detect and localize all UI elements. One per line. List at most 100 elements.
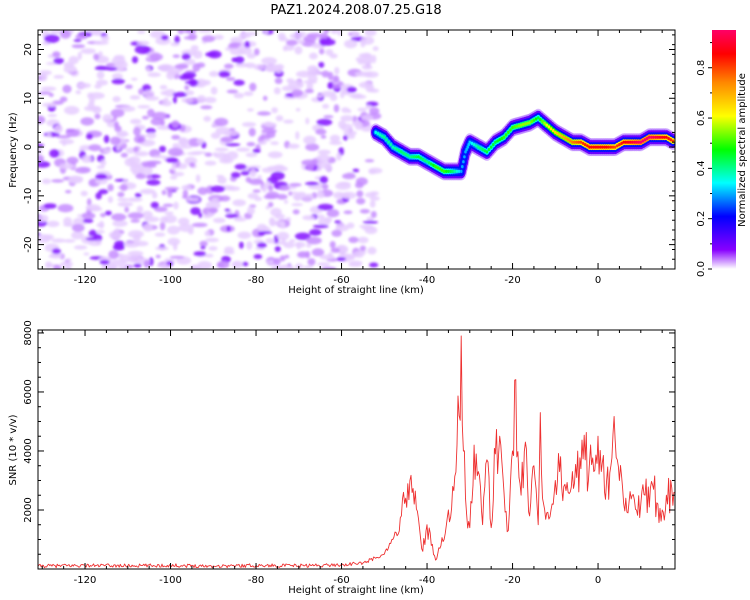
noise-blob: [204, 96, 217, 104]
plot-frame-bottom: [37, 329, 676, 570]
noise-blob: [210, 185, 226, 193]
noise-blob: [191, 151, 207, 155]
ridge-core: [586, 144, 589, 148]
ridge-core: [395, 147, 399, 152]
noise-blob: [295, 131, 300, 140]
noise-blob: [225, 143, 241, 147]
ridge-core: [436, 166, 440, 170]
noise-blob: [249, 168, 257, 178]
noise-blob: [279, 255, 286, 262]
noise-blob: [265, 238, 275, 244]
noise-blob: [200, 245, 206, 250]
colorbar-bar: [712, 30, 736, 269]
noise-blob: [172, 172, 185, 177]
ridge-core: [648, 135, 651, 139]
noise-blob: [127, 197, 143, 202]
noise-blob: [210, 132, 221, 139]
noise-blob: [107, 183, 114, 192]
noise-blob: [177, 145, 193, 149]
noise-blob: [207, 50, 222, 59]
noise-blob: [317, 94, 323, 99]
ridge-core: [496, 139, 499, 143]
noise-blob: [224, 130, 239, 137]
noise-blob: [317, 149, 331, 155]
noise-blob: [303, 135, 317, 145]
ridge-core: [465, 147, 468, 152]
noise-blob: [159, 216, 169, 224]
ridge-core: [560, 134, 563, 138]
ridge-core: [607, 145, 610, 149]
noise-blob: [351, 30, 358, 37]
noise-blob: [243, 91, 254, 96]
noise-blob: [262, 95, 268, 101]
noise-blob: [246, 142, 256, 147]
noise-blob: [303, 265, 314, 269]
noise-blob: [301, 194, 313, 203]
noise-blob: [146, 174, 152, 180]
noise-blob: [316, 191, 325, 199]
ridge-core: [462, 160, 465, 164]
noise-blob: [361, 52, 372, 60]
y-axis-label-bottom: SNR (10 * v/v): [8, 414, 19, 485]
noise-blob: [306, 82, 314, 91]
noise-blob: [315, 128, 327, 135]
ridge-core: [423, 158, 427, 163]
noise-blob: [287, 143, 300, 149]
noise-blob: [128, 156, 141, 166]
ridge-core: [620, 141, 623, 145]
ridge-core: [408, 155, 412, 159]
noise-blob: [267, 151, 283, 159]
noise-blob: [329, 141, 343, 145]
noise-blob: [92, 106, 102, 114]
noise-blob: [101, 35, 110, 42]
noise-blob: [107, 196, 113, 204]
noise-blob: [167, 225, 180, 235]
noise-blob: [117, 201, 134, 207]
noise-blob: [305, 181, 319, 186]
ridge-core: [421, 157, 425, 161]
noise-blob: [108, 250, 119, 260]
y-tick-label: 2000: [23, 497, 34, 522]
colorbar-tick-label: 0.6: [696, 110, 707, 126]
ridge-core: [605, 145, 608, 149]
noise-blob: [42, 178, 51, 184]
noise-blob: [177, 217, 190, 226]
noise-blob: [225, 213, 238, 218]
noise-blob: [71, 231, 84, 240]
ridge-core: [660, 135, 664, 139]
noise-blob: [119, 106, 136, 112]
noise-blob: [62, 84, 72, 94]
noise-blob: [245, 62, 256, 69]
noise-blob: [358, 81, 373, 89]
signal-ridge: [369, 108, 675, 181]
noise-blob: [231, 260, 244, 269]
noise-blob: [198, 212, 203, 218]
noise-blob: [249, 165, 262, 169]
noise-blob: [197, 30, 213, 33]
ridge-core: [551, 129, 555, 133]
noise-blob: [160, 246, 169, 251]
noise-blob: [281, 237, 286, 244]
plot-frame-top: [37, 29, 676, 270]
noise-blob: [341, 107, 350, 113]
noise-blob: [204, 160, 217, 166]
noise-region: [38, 30, 383, 269]
noise-blob: [340, 115, 354, 122]
ridge-core: [628, 140, 632, 144]
noise-blob: [317, 262, 331, 267]
noise-blob: [184, 85, 190, 91]
ridge-core: [438, 167, 442, 171]
noise-blob: [96, 165, 105, 169]
ridge-core: [485, 150, 489, 154]
noise-blob: [123, 178, 128, 185]
ridge-core: [492, 143, 495, 147]
noise-blob: [59, 96, 68, 103]
noise-blob: [99, 259, 110, 265]
noise-blob: [319, 48, 325, 55]
noise-blob: [38, 154, 45, 163]
noise-blob: [288, 191, 293, 196]
noise-blob: [275, 115, 284, 122]
ridge-core: [616, 144, 619, 148]
noise-blob: [343, 135, 348, 141]
